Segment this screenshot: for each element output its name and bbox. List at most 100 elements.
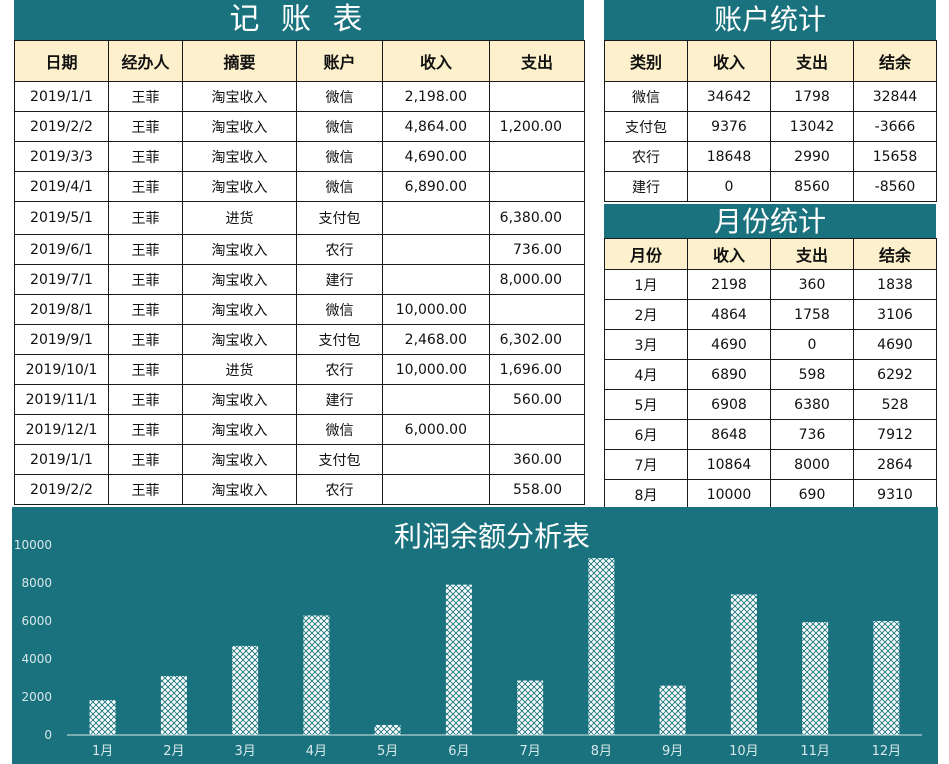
accounts-cell: 建行 xyxy=(604,171,688,202)
ledger-row: 2019/5/1 王菲 进货 支付包 6,380.00 xyxy=(14,201,585,235)
ledger-header-row: 日期 经办人 摘要 账户 收入 支出 xyxy=(14,40,585,82)
y-tick-label: 6000 xyxy=(21,614,52,628)
ledger-cell: 进货 xyxy=(182,354,297,385)
ledger-cell: 淘宝收入 xyxy=(182,264,297,295)
ledger-header-cell: 经办人 xyxy=(108,40,183,82)
monthly-cell: 6292 xyxy=(853,359,937,390)
ledger-cell: 王菲 xyxy=(108,141,183,172)
bar-2月 xyxy=(160,675,187,735)
ledger-cell: 2019/7/1 xyxy=(14,264,109,295)
ledger-cell: 农行 xyxy=(296,234,383,265)
accounts-cell: 2990 xyxy=(770,141,854,172)
ledger-cell: 建行 xyxy=(296,384,383,415)
ledger-header-cell: 账户 xyxy=(296,40,383,82)
profit-chart-panel: 利润余额分析表 0 2000 4000 6000 8000 10000 1月 2月 3月 4月 5… xyxy=(12,507,938,764)
y-axis-ticks: 0 2000 4000 6000 8000 10000 xyxy=(14,538,52,742)
bar-1月 xyxy=(89,700,116,735)
monthly-row: 1月 2198 360 1838 xyxy=(604,269,937,300)
ledger-cell xyxy=(489,414,585,445)
accounts-row: 农行 18648 2990 15658 xyxy=(604,141,937,172)
ledger-cell: 8,000.00 xyxy=(489,264,585,295)
monthly-cell: 3106 xyxy=(853,299,937,330)
monthly-header-cell: 支出 xyxy=(770,238,854,270)
monthly-cell: 5月 xyxy=(604,389,688,420)
accounts-cell: -3666 xyxy=(853,111,937,142)
accounts-header-cell: 类别 xyxy=(604,40,688,82)
ledger-cell: 2019/1/1 xyxy=(14,81,109,112)
ledger-cell: 王菲 xyxy=(108,111,183,142)
accounts-cell: 13042 xyxy=(770,111,854,142)
accounts-cell: 32844 xyxy=(853,81,937,112)
ledger-cell xyxy=(382,384,490,415)
accounts-panel: 账户统计 类别 收入 支出 结余 微信 34642 1798 32844 支付包 9376 130… xyxy=(604,0,937,202)
monthly-cell: 10000 xyxy=(687,479,771,510)
monthly-row: 8月 10000 690 9310 xyxy=(604,479,937,510)
x-tick-label: 4月 xyxy=(306,744,327,759)
ledger-cell: 淘宝收入 xyxy=(182,234,297,265)
ledger-cell: 2019/6/1 xyxy=(14,234,109,265)
monthly-cell: 4864 xyxy=(687,299,771,330)
monthly-cell: 0 xyxy=(770,329,854,360)
ledger-cell: 王菲 xyxy=(108,264,183,295)
ledger-cell: 6,302.00 xyxy=(489,324,585,355)
monthly-cell: 6908 xyxy=(687,389,771,420)
accounts-cell: 支付包 xyxy=(604,111,688,142)
ledger-cell: 2019/9/1 xyxy=(14,324,109,355)
bar-series xyxy=(89,558,900,735)
accounts-cell: 18648 xyxy=(687,141,771,172)
monthly-cell: 8月 xyxy=(604,479,688,510)
monthly-cell: 1838 xyxy=(853,269,937,300)
ledger-cell xyxy=(382,234,490,265)
ledger-cell: 进货 xyxy=(182,201,297,235)
monthly-table: 月份 收入 支出 结余 1月 2198 360 1838 2月 4864 1758 3106 3月 46… xyxy=(604,238,937,510)
ledger-cell: 淘宝收入 xyxy=(182,81,297,112)
accounts-cell: 34642 xyxy=(687,81,771,112)
ledger-row: 2019/2/2 王菲 淘宝收入 农行 558.00 xyxy=(14,474,585,505)
ledger-cell: 2019/10/1 xyxy=(14,354,109,385)
x-tick-label: 3月 xyxy=(234,744,255,759)
ledger-cell: 2019/2/2 xyxy=(14,474,109,505)
ledger-cell: 王菲 xyxy=(108,234,183,265)
ledger-cell: 2,198.00 xyxy=(382,81,490,112)
chart-title: 利润余额分析表 xyxy=(394,520,590,553)
accounts-title: 账户统计 xyxy=(604,0,936,40)
x-tick-label: 8月 xyxy=(591,744,612,759)
ledger-cell: 淘宝收入 xyxy=(182,324,297,355)
accounts-cell: 8560 xyxy=(770,171,854,202)
monthly-cell: 6380 xyxy=(770,389,854,420)
ledger-cell: 微信 xyxy=(296,294,383,325)
ledger-cell xyxy=(489,171,585,202)
ledger-row: 2019/9/1 王菲 淘宝收入 支付包 2,468.00 6,302.00 xyxy=(14,324,585,355)
ledger-row: 2019/10/1 王菲 进货 农行 10,000.00 1,696.00 xyxy=(14,354,585,385)
ledger-cell xyxy=(489,294,585,325)
y-tick-label: 4000 xyxy=(21,652,52,666)
accounts-row: 支付包 9376 13042 -3666 xyxy=(604,111,937,142)
monthly-row: 7月 10864 8000 2864 xyxy=(604,449,937,480)
accounts-row: 微信 34642 1798 32844 xyxy=(604,81,937,112)
accounts-header-cell: 支出 xyxy=(770,40,854,82)
ledger-cell: 建行 xyxy=(296,264,383,295)
x-tick-label: 10月 xyxy=(729,744,759,759)
ledger-cell xyxy=(382,444,490,475)
accounts-cell: 15658 xyxy=(853,141,937,172)
accounts-cell: 1798 xyxy=(770,81,854,112)
monthly-cell: 598 xyxy=(770,359,854,390)
ledger-cell: 支付包 xyxy=(296,444,383,475)
bar-4月 xyxy=(303,615,330,735)
ledger-cell: 淘宝收入 xyxy=(182,294,297,325)
ledger-cell: 736.00 xyxy=(489,234,585,265)
ledger-cell: 10,000.00 xyxy=(382,294,490,325)
ledger-row: 2019/6/1 王菲 淘宝收入 农行 736.00 xyxy=(14,234,585,265)
monthly-cell: 8000 xyxy=(770,449,854,480)
x-tick-label: 12月 xyxy=(872,744,902,759)
monthly-cell: 7月 xyxy=(604,449,688,480)
ledger-cell: 王菲 xyxy=(108,294,183,325)
monthly-cell: 9310 xyxy=(853,479,937,510)
ledger-cell: 王菲 xyxy=(108,81,183,112)
ledger-cell: 淘宝收入 xyxy=(182,444,297,475)
monthly-cell: 690 xyxy=(770,479,854,510)
monthly-cell: 6890 xyxy=(687,359,771,390)
ledger-cell: 558.00 xyxy=(489,474,585,505)
bar-7月 xyxy=(517,680,544,735)
x-tick-label: 1月 xyxy=(92,744,113,759)
